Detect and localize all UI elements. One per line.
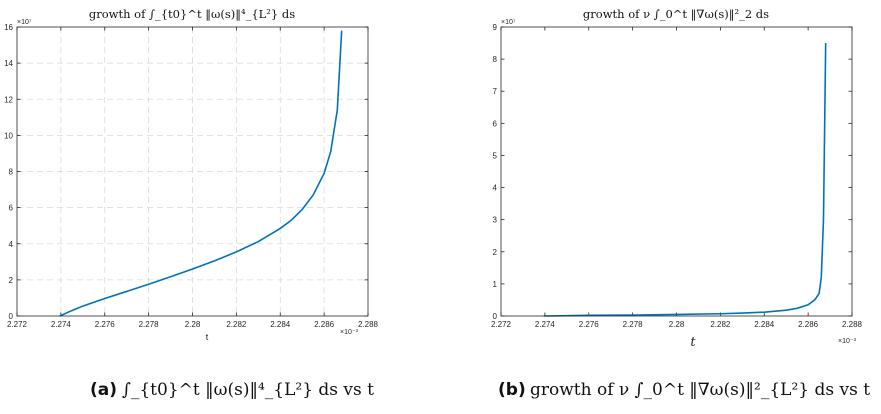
chart-b: 2.272 2.274 2.276 2.278 2.28 2.282 2.284 2.286 2… <box>491 7 863 350</box>
chart-b-y-tick-label: 6 <box>493 119 498 128</box>
chart-a-x-tick-label: 2.282 <box>226 320 247 329</box>
chart-b-axes-box <box>500 26 853 317</box>
chart-a-series-line <box>59 30 343 317</box>
caption-b-label: (b) <box>498 380 526 400</box>
chart-b-x-exponent: ×10⁻³ <box>838 338 857 345</box>
chart-b-series-line <box>543 43 827 317</box>
chart-b-x-tick-label: 2.272 <box>491 320 512 329</box>
chart-a-xlabel: t <box>206 332 209 342</box>
chart-a-y-tick-label: 10 <box>4 131 13 140</box>
chart-b-y-exponent: ×10⁷ <box>501 19 516 26</box>
chart-a-x-tick-label: 2.272 <box>7 320 28 329</box>
chart-a-y-tick-label: 4 <box>9 240 14 249</box>
chart-b-ticks: 2.272 2.274 2.276 2.278 2.28 2.282 2.284 2.286 2… <box>491 23 863 329</box>
chart-b-y-tick-label: 5 <box>493 151 498 160</box>
chart-b-x-tick-label: 2.278 <box>623 320 644 329</box>
chart-a-ticks: 2.272 2.274 2.276 2.278 2.28 2.282 2.284 2.286 2… <box>4 23 378 329</box>
chart-b-y-tick-label: 8 <box>493 55 498 64</box>
chart-a-y-tick-label: 2 <box>9 276 14 285</box>
chart-a-y-tick-label: 12 <box>4 95 13 104</box>
chart-b-x-tick-label: 2.286 <box>798 320 819 329</box>
chart-b-x-tick-label: 2.28 <box>669 320 685 329</box>
caption-a-text: ∫_{t0}^t ‖ω(s)‖⁴_{L²} ds vs t <box>122 380 374 400</box>
caption-a-label: (a) <box>90 380 117 400</box>
chart-b-y-tick-label: 3 <box>493 216 498 225</box>
caption-b-text: growth of ν ∫_0^t ‖∇ω(s)‖²_{L²} ds vs t <box>530 380 870 400</box>
chart-a-x-exponent: ×10⁻³ <box>340 329 359 336</box>
chart-b-x-tick-label: 2.288 <box>842 320 863 329</box>
chart-b-x-tick-label: 2.274 <box>535 320 556 329</box>
chart-b-x-tick-label: 2.282 <box>710 320 731 329</box>
chart-a-y-tick-label: 8 <box>9 168 14 177</box>
chart-a-y-exponent: ×10⁷ <box>17 19 32 26</box>
chart-a-x-tick-label: 2.284 <box>270 320 291 329</box>
caption-a: (a) ∫_{t0}^t ‖ω(s)‖⁴_{L²} ds vs t <box>90 380 374 400</box>
chart-a-axes-box <box>16 26 369 317</box>
chart-b-y-tick-label: 1 <box>493 280 498 289</box>
chart-b-y-tick-label: 9 <box>493 23 498 32</box>
chart-b-x-tick-label: 2.284 <box>754 320 775 329</box>
chart-b-y-tick-label: 7 <box>493 87 498 96</box>
chart-b-x-tick-label: 2.276 <box>579 320 600 329</box>
chart-b-plot-area <box>501 27 852 316</box>
chart-a-y-tick-label: 16 <box>4 23 13 32</box>
chart-a-y-tick-label: 14 <box>4 59 13 68</box>
chart-a-title: growth of ∫_{t0}^t ‖ω(s)‖⁴_{L²} ds <box>89 7 295 22</box>
chart-a: 2.272 2.274 2.276 2.278 2.28 2.282 2.284 2.286 2… <box>4 7 378 342</box>
chart-a-x-tick-label: 2.288 <box>358 320 379 329</box>
chart-a-x-tick-label: 2.28 <box>185 320 201 329</box>
chart-a-x-tick-label: 2.276 <box>95 320 116 329</box>
chart-b-y-tick-label: 2 <box>493 248 498 257</box>
chart-a-y-tick-label: 0 <box>9 312 14 321</box>
chart-a-x-tick-label: 2.278 <box>139 320 160 329</box>
chart-b-y-tick-label: 0 <box>493 312 498 321</box>
chart-a-grid <box>17 27 368 316</box>
chart-a-x-tick-label: 2.274 <box>51 320 72 329</box>
chart-b-xlabel: t <box>690 335 696 350</box>
chart-a-y-tick-label: 6 <box>9 204 14 213</box>
chart-b-title: growth of ν ∫_0^t ‖∇ω(s)‖²_2 ds <box>583 7 769 22</box>
chart-a-x-tick-label: 2.286 <box>314 320 335 329</box>
chart-b-y-tick-label: 4 <box>493 184 498 193</box>
caption-b: (b) growth of ν ∫_0^t ‖∇ω(s)‖²_{L²} ds v… <box>498 380 870 400</box>
